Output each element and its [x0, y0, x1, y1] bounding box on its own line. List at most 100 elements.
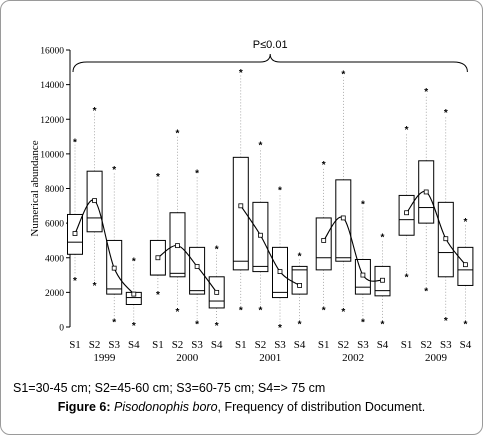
min-marker: * [341, 307, 345, 318]
mean-point [257, 232, 263, 238]
mean-point [111, 265, 117, 271]
box-2001-S1: ** [232, 68, 249, 316]
min-marker: * [239, 305, 243, 316]
category-label: S2 [255, 339, 267, 351]
mean-point [214, 289, 220, 295]
max-marker: * [132, 257, 136, 268]
category-label: S3 [357, 339, 369, 351]
category-label: S4 [377, 339, 389, 351]
category-label: S1 [69, 339, 81, 351]
y-tick-label: 0 [59, 324, 64, 334]
max-marker: * [239, 68, 243, 79]
max-marker: * [156, 172, 160, 183]
mean-point [297, 283, 303, 288]
max-marker: * [278, 186, 282, 197]
box-iqr [232, 156, 249, 271]
min-marker: * [278, 323, 282, 334]
boxes: **************************************** [67, 68, 474, 334]
min-marker: * [195, 319, 199, 330]
mean-curves [72, 189, 468, 297]
box-2000-S1: ** [149, 172, 166, 301]
box-iqr [291, 265, 308, 295]
caption-label: Figure 6: [57, 400, 111, 414]
box-2009-S3: ** [437, 108, 454, 327]
mean-point [72, 231, 78, 236]
max-marker: * [176, 129, 180, 140]
caption-species: Pisodonophis boro [113, 400, 218, 414]
size-class-legend: S1=30-45 cm; S2=45-60 cm; S3=60-75 cm; S… [13, 381, 326, 395]
category-label: S2 [89, 339, 101, 351]
category-label: S2 [172, 339, 184, 351]
category-label: S3 [440, 339, 452, 351]
category-label: S4 [211, 339, 223, 351]
mean-curve-2002 [323, 216, 383, 282]
mean-curve-2001 [240, 205, 300, 286]
box-2009-S4: ** [457, 217, 474, 330]
category-label: S1 [401, 339, 413, 351]
min-marker: * [215, 321, 219, 332]
min-marker: * [112, 318, 116, 329]
box-2009-S1: ** [398, 125, 415, 284]
box-2000-S3: ** [189, 168, 206, 330]
mean-point [321, 238, 327, 243]
category-label: S2 [337, 339, 349, 351]
mean-curve-1999 [74, 199, 135, 295]
figure-caption: Figure 6: Pisodonophis boro, Frequency o… [0, 400, 483, 414]
mean-point [360, 272, 366, 278]
group-label-2002: 2002 [342, 352, 364, 364]
min-marker: * [132, 321, 136, 332]
min-marker: * [298, 319, 302, 330]
min-marker: * [361, 318, 365, 329]
y-tick-label: 10000 [40, 150, 64, 160]
max-marker: * [93, 106, 97, 117]
box-2001-S2: ** [252, 141, 269, 316]
mean-point [194, 264, 200, 269]
box-1999-S4: ** [125, 257, 142, 332]
box-2002-S1: ** [315, 160, 332, 316]
mean-point [131, 291, 137, 297]
y-tick-label: 4000 [45, 254, 64, 264]
category-label: S3 [274, 339, 286, 351]
min-marker: * [156, 290, 160, 301]
axes: 0 2000 4000 6000 8000 10000 12000 14000 16000 Num… [29, 47, 71, 334]
group-label-2000: 2000 [176, 352, 199, 364]
category-label: S4 [294, 339, 306, 351]
min-marker: * [258, 305, 262, 316]
mean-point [175, 243, 180, 249]
min-marker: * [463, 319, 467, 330]
mean-point [277, 269, 283, 275]
min-marker: * [73, 276, 77, 287]
caption-text: , Frequency of distribution Document. [217, 400, 426, 414]
group-label-2001: 2001 [259, 352, 281, 364]
box-2002-S3: ** [354, 200, 371, 329]
category-label: S1 [235, 339, 247, 351]
min-marker: * [176, 307, 180, 318]
box-2002-S2: ** [335, 70, 352, 318]
mean-curve-2000 [157, 245, 218, 293]
significance-label: P≤0.01 [253, 39, 288, 51]
y-tick-label: 16000 [40, 47, 64, 57]
y-tick-label: 2000 [45, 289, 64, 299]
min-marker: * [322, 305, 326, 316]
max-marker: * [215, 245, 219, 256]
category-label: S1 [318, 339, 330, 351]
y-axis-label: Numerical abundance [29, 140, 41, 236]
min-marker: * [444, 316, 448, 327]
box-iqr [315, 217, 332, 271]
y-tick-label: 14000 [40, 81, 64, 91]
mean-point [92, 198, 97, 204]
box-2000-S4: ** [208, 245, 225, 332]
box-2001-S3: ** [272, 186, 288, 334]
max-marker: * [424, 87, 428, 98]
min-marker: * [93, 281, 97, 292]
category-label: S1 [152, 339, 164, 351]
mean-point [155, 255, 161, 261]
y-tick-label: 6000 [45, 220, 64, 230]
mean-curve-2009 [406, 190, 466, 266]
mean-point [380, 277, 385, 283]
max-marker: * [258, 141, 262, 152]
max-marker: * [73, 137, 77, 148]
box-iqr [398, 194, 415, 236]
max-marker: * [322, 160, 326, 171]
category-label: S4 [460, 339, 472, 351]
